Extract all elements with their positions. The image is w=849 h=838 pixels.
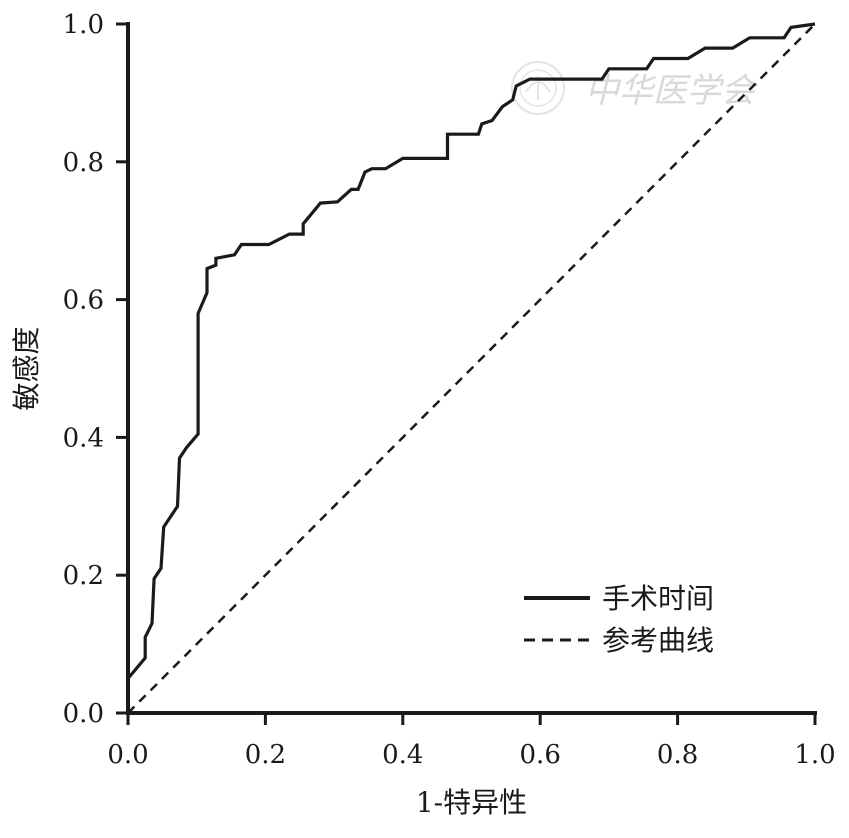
y-tick-label: 0.6 (63, 286, 104, 316)
y-tick-label: 0.8 (63, 148, 104, 178)
x-tick-label: 0.4 (382, 740, 423, 770)
y-tick-label: 0.2 (63, 561, 104, 591)
axes: 0.0 0.2 0.4 0.6 0.8 1.0 0.0 0.2 0.4 0.6 0.8 1.0 1-特异… (10, 10, 836, 819)
x-tick-label: 0.6 (520, 740, 561, 770)
y-tick-label: 1.0 (63, 10, 104, 40)
watermark-text: 中华医学会 (585, 71, 759, 111)
series-line-1 (126, 22, 816, 680)
legend-label-2: 参考曲线 (602, 624, 714, 657)
x-tick-label: 0.8 (657, 740, 698, 770)
y-tick-label: 0.4 (63, 423, 104, 453)
y-axis-title: 敏感度 (10, 326, 43, 410)
plot-area (126, 22, 816, 714)
x-tick-label: 0.2 (245, 740, 286, 770)
watermark-seal-icon (511, 61, 565, 115)
y-tick-label: 0.0 (63, 699, 104, 729)
x-axis-title: 1-特异性 (416, 786, 527, 819)
legend-label-1: 手术时间 (602, 582, 714, 615)
x-tick-label: 1.0 (794, 740, 835, 770)
series-line-2 (127, 23, 816, 714)
watermark: 中华医学会 (511, 61, 759, 115)
x-tick-label: 0.0 (107, 740, 148, 770)
